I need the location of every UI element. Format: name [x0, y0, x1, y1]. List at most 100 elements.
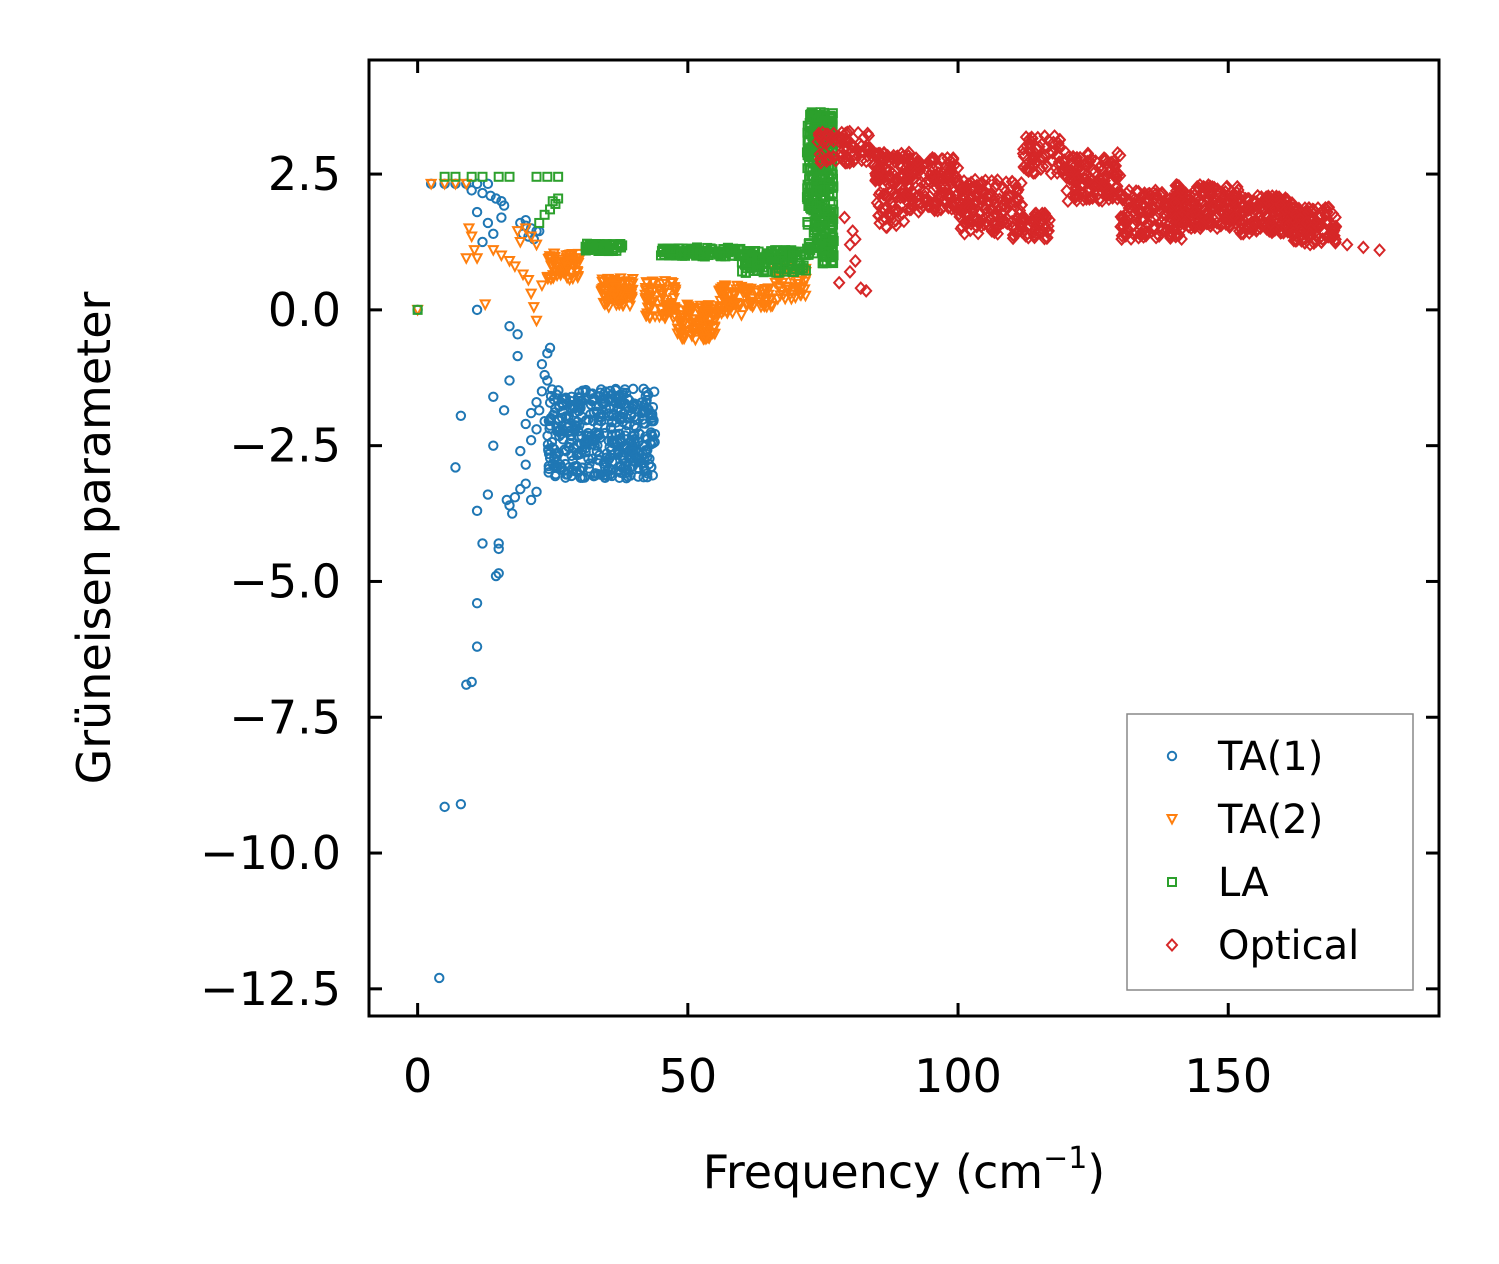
- point-ta-1-: [434, 972, 445, 984]
- point-ta-1-: [566, 470, 577, 482]
- point-ta-1-: [477, 538, 488, 549]
- point-la: [545, 204, 556, 215]
- point-ta-2-: [791, 284, 804, 297]
- point-ta-1-: [646, 408, 658, 420]
- point-optical: [1027, 217, 1041, 232]
- point-optical: [1219, 217, 1233, 232]
- point-optical: [1040, 230, 1054, 245]
- legend-marker-ta-1-: [1166, 750, 1178, 762]
- point-optical: [1273, 193, 1287, 208]
- point-optical: [1268, 201, 1282, 216]
- point-optical: [814, 155, 828, 170]
- point-optical: [973, 213, 986, 228]
- point-optical: [1134, 225, 1148, 240]
- point-la: [725, 246, 736, 257]
- point-ta-2-: [613, 299, 626, 312]
- point-la: [412, 304, 423, 315]
- point-ta-2-: [609, 282, 622, 295]
- point-ta-1-: [580, 435, 592, 446]
- point-la: [825, 120, 836, 131]
- point-optical: [1158, 197, 1172, 212]
- point-ta-1-: [628, 436, 639, 447]
- point-la: [720, 251, 731, 262]
- point-ta-2-: [511, 226, 524, 238]
- point-la: [817, 258, 828, 269]
- point-ta-1-: [536, 386, 548, 397]
- point-optical: [1110, 181, 1123, 196]
- point-optical: [1273, 198, 1287, 213]
- point-ta-1-: [645, 427, 657, 438]
- point-optical: [1207, 198, 1220, 213]
- point-optical: [1177, 216, 1191, 231]
- point-ta-2-: [460, 178, 473, 191]
- point-ta-2-: [684, 307, 697, 320]
- y-tick-label: −10.0: [200, 826, 341, 880]
- x-axis-label-superscript: −1: [1043, 1141, 1087, 1176]
- point-ta-2-: [701, 307, 714, 319]
- point-optical: [946, 151, 960, 166]
- point-ta-1-: [466, 676, 477, 688]
- point-ta-1-: [642, 471, 653, 483]
- point-optical: [935, 177, 948, 192]
- point-la: [663, 243, 674, 254]
- point-la: [803, 249, 814, 260]
- point-optical: [1195, 218, 1208, 233]
- point-ta-1-: [490, 193, 502, 204]
- point-ta-1-: [611, 429, 622, 441]
- point-ta-1-: [615, 450, 627, 462]
- point-ta-1-: [520, 478, 531, 489]
- point-ta-1-: [615, 404, 627, 416]
- point-optical: [1268, 222, 1282, 237]
- point-ta-1-: [536, 358, 548, 370]
- point-la: [439, 171, 450, 182]
- point-optical: [1092, 193, 1106, 208]
- point-ta-2-: [522, 274, 535, 287]
- point-ta-2-: [600, 288, 614, 301]
- point-ta-1-: [512, 329, 523, 340]
- point-optical: [1210, 209, 1223, 224]
- point-optical: [838, 155, 852, 170]
- point-ta-1-: [620, 440, 631, 451]
- point-optical: [1114, 219, 1127, 234]
- point-optical: [1340, 237, 1354, 252]
- point-ta-1-: [574, 392, 585, 404]
- point-ta-2-: [746, 301, 759, 314]
- point-optical: [980, 189, 993, 204]
- point-ta-1-: [576, 448, 587, 459]
- point-ta-1-: [621, 419, 633, 431]
- point-ta-1-: [583, 414, 594, 425]
- point-ta-1-: [563, 413, 574, 424]
- point-ta-2-: [470, 253, 484, 265]
- point-optical: [1290, 233, 1304, 248]
- point-optical: [938, 195, 952, 210]
- point-ta-1-: [589, 440, 600, 451]
- point-ta-2-: [744, 299, 757, 312]
- point-optical: [1095, 193, 1109, 208]
- point-ta-2-: [600, 276, 613, 288]
- point-ta-1-: [498, 405, 510, 416]
- point-optical: [1099, 152, 1112, 167]
- point-optical: [843, 237, 857, 252]
- point-ta-1-: [601, 448, 612, 459]
- point-optical: [993, 192, 1006, 207]
- point-optical: [945, 201, 959, 216]
- point-ta-1-: [531, 486, 542, 498]
- point-ta-2-: [756, 293, 769, 305]
- point-optical: [832, 275, 846, 290]
- point-ta-2-: [708, 323, 721, 335]
- point-ta-1-: [531, 424, 542, 435]
- point-ta-1-: [525, 435, 537, 446]
- point-optical: [1251, 198, 1265, 213]
- point-ta-2-: [514, 236, 527, 249]
- point-optical: [846, 224, 860, 239]
- point-ta-2-: [643, 292, 656, 304]
- point-ta-2-: [503, 255, 516, 268]
- point-optical: [1149, 183, 1162, 198]
- point-ta-1-: [488, 391, 499, 402]
- y-axis-label: Grüneisen parameter: [67, 291, 121, 784]
- point-ta-1-: [498, 200, 510, 211]
- point-ta-2-: [535, 280, 549, 293]
- y-tick-label: −5.0: [229, 554, 341, 608]
- point-ta-1-: [471, 505, 483, 517]
- point-la: [531, 171, 542, 182]
